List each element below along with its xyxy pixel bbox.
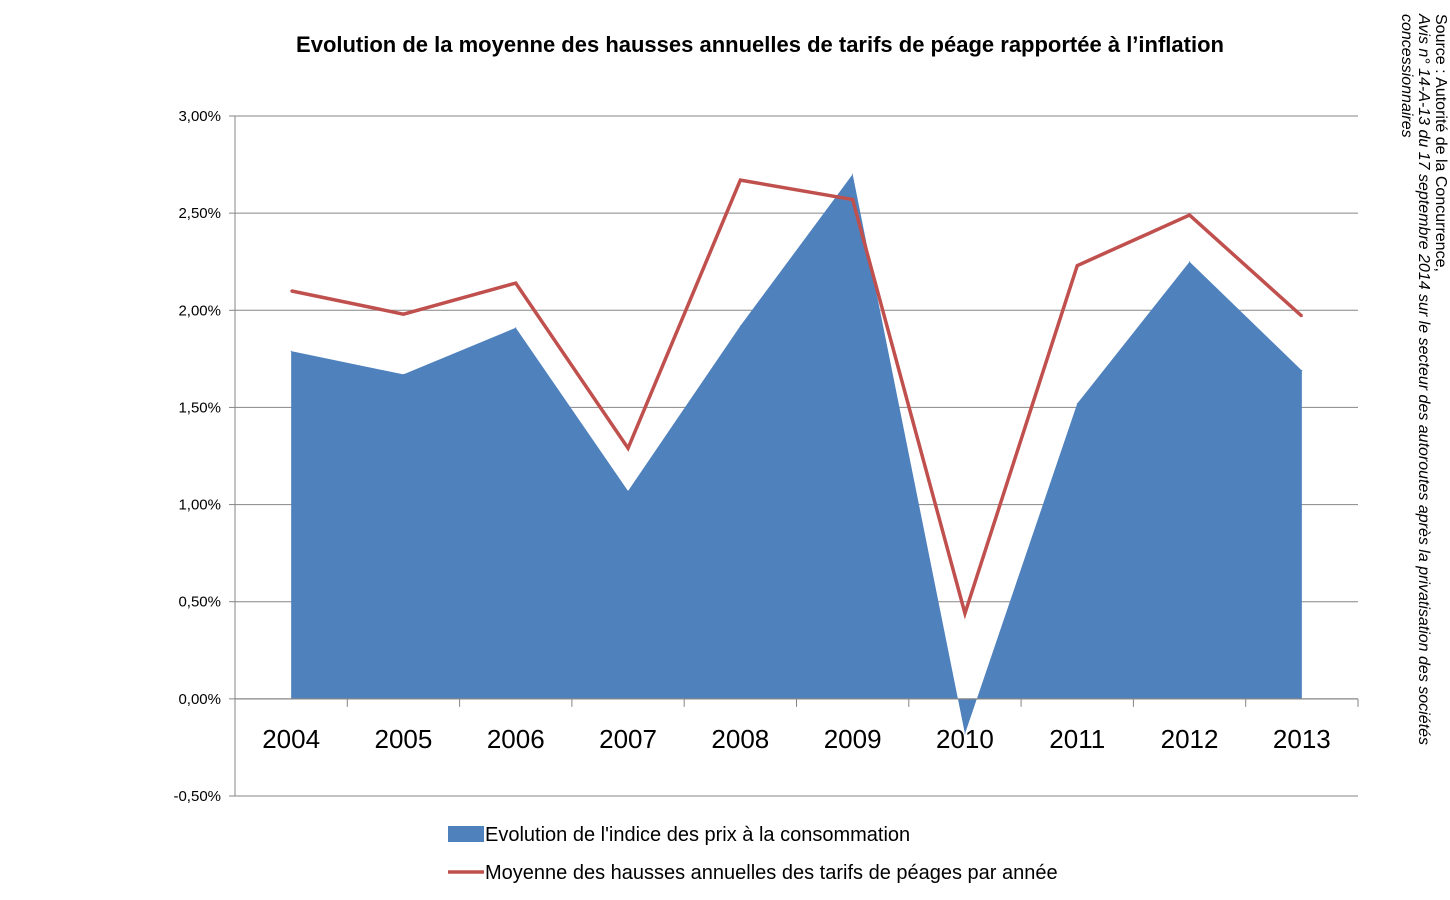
toll-line-point-2004 — [290, 289, 293, 292]
legend-swatch-cpi — [448, 826, 484, 842]
toll-line-point-2009 — [851, 198, 854, 201]
cpi-area-point-2010 — [964, 733, 966, 735]
axes — [229, 115, 1359, 797]
x-tick-label-2009: 2009 — [824, 724, 882, 754]
cpi-area-point-2009 — [852, 173, 854, 175]
cpi-area-point-2004 — [290, 350, 292, 352]
toll-line — [290, 178, 1304, 620]
y-tick-label: 2,50% — [178, 205, 221, 222]
toll-line-point-2005 — [402, 313, 405, 316]
chart-title: Evolution de la moyenne des hausses annu… — [296, 32, 1224, 57]
y-tick-label: 2,00% — [178, 302, 221, 319]
legend-label-cpi: Evolution de l'indice des prix à la cons… — [485, 824, 910, 846]
cpi-area-point-2008 — [739, 325, 741, 327]
y-tick-label: 3,00% — [178, 108, 221, 125]
tick-labels: 3,00% 2,50% 2,00% 1,50% 1,00% 0,50% 0,00% -0,50… — [173, 108, 1330, 805]
x-tick-label-2011: 2011 — [1049, 724, 1105, 754]
legend-label-toll: Moyenne des hausses annuelles des tarifs… — [485, 862, 1058, 884]
y-tick-label: 1,50% — [178, 399, 221, 416]
x-tick-label-2004: 2004 — [262, 724, 320, 754]
y-tick-label: 0,50% — [178, 594, 221, 611]
x-tick-label-2008: 2008 — [711, 724, 769, 754]
x-tick-label-2012: 2012 — [1161, 724, 1219, 754]
y-tick-label: 0,00% — [178, 691, 221, 708]
cpi-area-point-2013 — [1301, 370, 1303, 372]
x-tick-label-2006: 2006 — [487, 724, 545, 754]
cpi-area — [291, 174, 1302, 734]
x-tick-label-2007: 2007 — [599, 724, 657, 754]
toll-line-point-2011 — [1076, 264, 1079, 267]
cpi-area-point-2005 — [402, 373, 404, 375]
toll-line-point-2006 — [514, 282, 517, 285]
x-tick-label-2010: 2010 — [936, 724, 994, 754]
toll-line-point-2012 — [1188, 214, 1191, 217]
x-tick-label-2005: 2005 — [375, 724, 433, 754]
cpi-area-point-2007 — [627, 490, 629, 492]
cpi-area-point-2012 — [1189, 261, 1191, 263]
line-series-layer — [290, 178, 1304, 620]
y-tick-label: 1,00% — [178, 497, 221, 514]
legend: Evolution de l'indice des prix à la cons… — [448, 824, 1058, 884]
cpi-area-point-2006 — [515, 327, 517, 329]
x-tick-label-2013: 2013 — [1273, 724, 1331, 754]
toll-line-point-2010 — [963, 612, 966, 615]
y-tick-label: -0,50% — [173, 788, 221, 805]
cpi-area-point-2011 — [1076, 403, 1078, 405]
toll-line-point-2008 — [739, 179, 742, 182]
source-line-2: Avis n° 14-A-13 du 17 septembre 2014 sur… — [1398, 14, 1432, 745]
toll-line-point-2013 — [1300, 315, 1303, 318]
source-note: Source : Autorité de la Concurrence, Avi… — [1398, 14, 1449, 844]
area-series-layer — [290, 173, 1303, 735]
toll-line-point-2007 — [627, 447, 630, 450]
source-line-1: Source : Autorité de la Concurrence, — [1432, 14, 1449, 272]
